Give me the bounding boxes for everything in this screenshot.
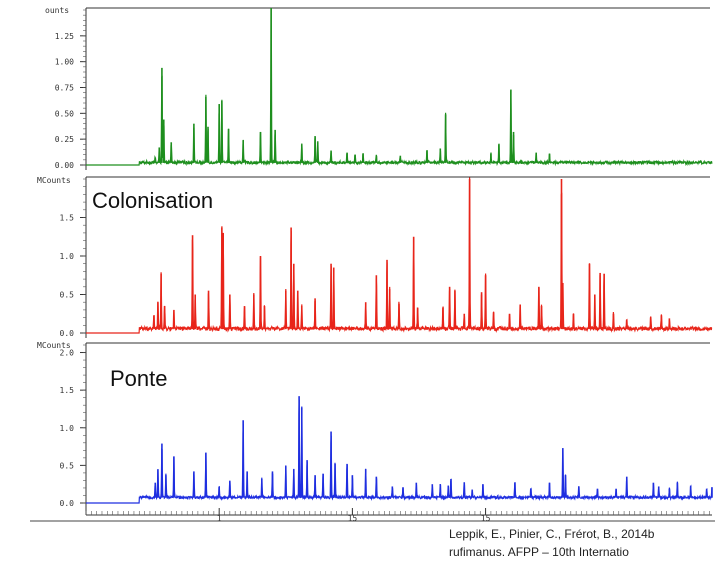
panel-top-y-ticks: 0.00 0.25 0.50 0.75 1.00 1.25 — [55, 32, 86, 170]
citation-line-2: rufimanus. AFPP – 10th Internatio — [449, 543, 717, 561]
y-tick-label: 0.0 — [60, 499, 75, 508]
panel-colonisation-unit-label: MCounts — [37, 176, 71, 185]
panel-top-chromatogram: 0.00 0.25 0.50 0.75 1.00 1.25 ounts — [45, 6, 712, 170]
y-tick-label: 0.5 — [60, 461, 75, 470]
y-tick-label: 1.00 — [55, 58, 74, 67]
y-tick-label: 1.5 — [60, 214, 75, 223]
y-tick-label: 0.75 — [55, 84, 74, 93]
panel-ponte-unit-label: MCounts — [37, 341, 71, 350]
panel-ponte-title: Ponte — [110, 366, 168, 391]
panel-colonisation-y-ticks: 0.0 0.5 1.0 1.5 — [60, 214, 86, 339]
panel-ponte-peak-marks — [155, 396, 712, 498]
y-tick-label: 0.0 — [60, 329, 75, 338]
panel-colonisation-title: Colonisation — [92, 188, 213, 213]
x-axis-minor-ticks — [86, 511, 709, 515]
panel-top-trace — [86, 8, 712, 165]
y-tick-label: 0.50 — [55, 109, 74, 118]
x-tick-label: 15 — [348, 514, 358, 523]
y-tick-label: 0.25 — [55, 135, 74, 144]
y-tick-label: 1.0 — [60, 252, 75, 261]
panel-colonisation-chromatogram: 0.0 0.5 1.0 1.5 MCounts Colonisation — [37, 176, 712, 338]
panel-top-unit-label: ounts — [45, 6, 69, 15]
retention-time-x-axis: 1 15 15 — [30, 508, 715, 523]
x-tick-label: 15 — [481, 514, 491, 523]
y-tick-label: 1.25 — [55, 32, 74, 41]
y-tick-label: 1.0 — [60, 424, 75, 433]
panel-ponte-y-ticks: 0.00.51.01.52.0 — [60, 349, 86, 508]
panel-colonisation-minor-ticks — [83, 179, 86, 333]
y-tick-label: 0.00 — [55, 161, 74, 170]
x-tick-label: 1 — [217, 514, 222, 523]
y-tick-label: 1.5 — [60, 386, 75, 395]
citation-text: Leppik, E., Pinier, C., Frérot, B., 2014… — [449, 525, 717, 561]
panel-top-peak-marks — [155, 8, 549, 163]
y-tick-label: 0.5 — [60, 291, 75, 300]
panel-colonisation-peak-marks — [154, 179, 669, 329]
citation-line-1: Leppik, E., Pinier, C., Frérot, B., 2014… — [449, 525, 717, 543]
panel-ponte-trace — [86, 400, 712, 503]
panel-ponte-chromatogram: 0.00.51.01.52.0 MCounts Ponte — [37, 341, 712, 515]
